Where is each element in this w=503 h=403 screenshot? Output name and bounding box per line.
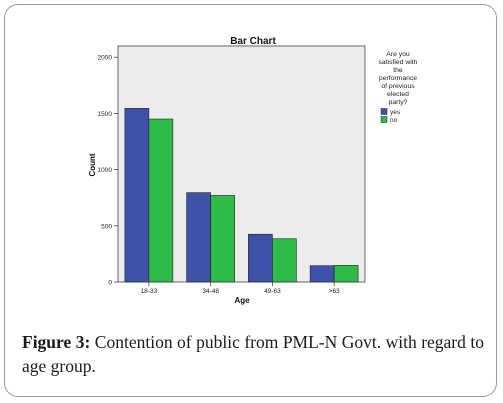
bar-no (210, 195, 235, 283)
bar-no (272, 238, 297, 283)
chart-title: Bar Chart (230, 36, 276, 47)
y-tick-label: 1000 (98, 167, 113, 174)
y-axis: 0 500 1000 1500 2000 (98, 55, 118, 287)
y-axis-label: Count (88, 153, 97, 176)
bar-no (148, 118, 174, 283)
legend-swatch-yes (380, 108, 388, 115)
bar-no (333, 265, 359, 283)
caption-text: Contention of public from PML-N Govt. wi… (22, 332, 484, 376)
x-tick-label: 18-33 (141, 288, 158, 295)
x-tick-label: 34-48 (202, 288, 219, 295)
x-axis: 18-33 34-48 49-63 >63 (141, 282, 340, 295)
x-tick-label: 49-63 (264, 288, 281, 295)
x-axis-label: Age (234, 296, 250, 305)
y-tick-label: 500 (101, 223, 112, 230)
y-tick-label: 2000 (98, 55, 113, 62)
legend-title-line: satisfied with (379, 59, 418, 66)
bar-yes (186, 192, 211, 283)
figure-label: Figure 3: (22, 332, 91, 352)
legend-title-line: elected (387, 91, 409, 98)
bars-group (124, 108, 359, 283)
x-tick-label: >63 (329, 288, 340, 295)
figure-caption: Figure 3: Contention of public from PML-… (22, 330, 484, 378)
bar-chart: Bar Chart 0 500 1000 1500 2000 18-33 34-48 49-… (88, 36, 418, 305)
bar-yes (309, 265, 335, 283)
y-tick-label: 0 (108, 280, 112, 287)
legend-label-yes: yes (390, 109, 401, 116)
bar-yes (248, 233, 273, 283)
legend-title-line: party? (389, 99, 408, 106)
legend-title-line: Are you (386, 51, 410, 58)
legend-swatch-no (380, 116, 388, 123)
bar-yes (124, 108, 150, 283)
legend-label-no: no (390, 117, 398, 124)
legend-title-line: performance (379, 75, 417, 82)
legend-title-line: the (393, 67, 403, 74)
y-tick-label: 1500 (98, 111, 113, 118)
legend-title-line: of previous (381, 83, 415, 90)
